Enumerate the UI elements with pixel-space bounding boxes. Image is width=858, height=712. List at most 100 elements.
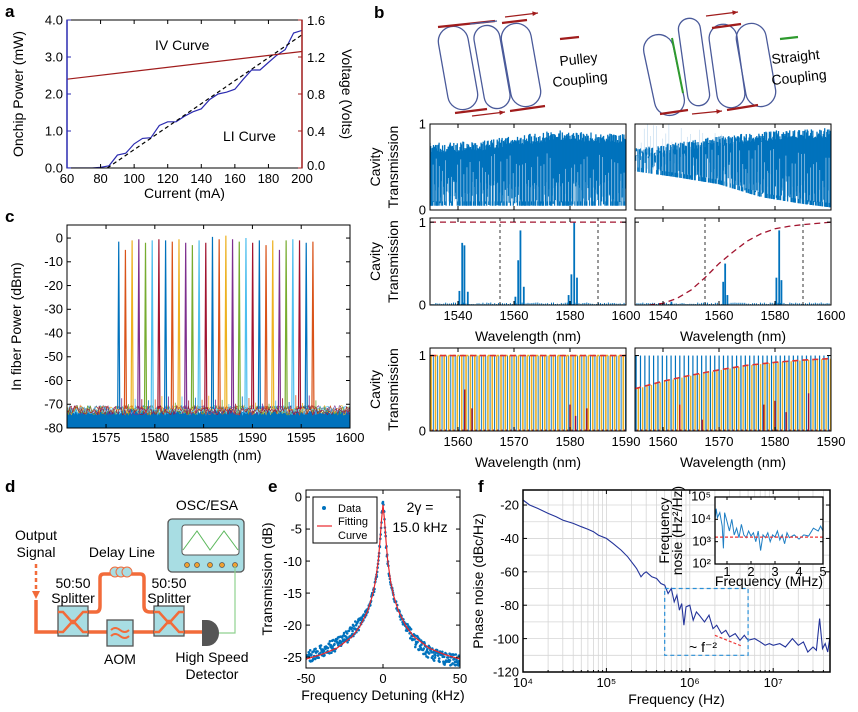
straight-label: Straight — [771, 46, 821, 67]
y2-tick-label: 0.0 — [307, 158, 325, 173]
straight-label: Coupling — [771, 66, 828, 88]
data-point — [330, 651, 333, 654]
data-point — [442, 655, 446, 659]
coupler-segment — [711, 22, 742, 30]
data-point — [328, 640, 332, 643]
coupler-segment — [509, 104, 546, 113]
input-arrow-head — [32, 591, 40, 599]
x-tick-label: 1540 — [649, 308, 678, 323]
plot-area — [306, 500, 460, 667]
plot-area — [635, 124, 831, 208]
ring-resonator — [473, 24, 511, 110]
x-tick-label: 1575 — [92, 430, 121, 445]
y-tick-label: 10³ — [692, 533, 711, 548]
detector-label: High Speed — [175, 649, 248, 665]
splitter2-ratio-label: 50:50 — [151, 575, 186, 591]
axes: 1575 1580 1585 1590 1595 1600 0 -10 -20 -30 -40 -50… — [8, 224, 365, 463]
y-tick-label: 0 — [419, 424, 426, 439]
y-axis-label: Transmission (dB) — [259, 522, 275, 635]
x-axis-label: Frequency Detuning (kHz) — [301, 687, 464, 703]
comb-line — [251, 242, 255, 410]
comb-line — [123, 249, 128, 410]
comb-line — [184, 242, 188, 410]
plot-area — [715, 508, 823, 551]
pulley-label: Coupling — [552, 68, 609, 90]
x-tick-label: 1560 — [649, 434, 678, 449]
data-point — [434, 653, 437, 657]
straight-legend-swatch — [779, 35, 799, 41]
ring-resonator — [735, 22, 777, 108]
legend-label-fit: Curve — [338, 530, 367, 542]
coupler-segment — [501, 18, 528, 25]
data-point — [414, 645, 417, 649]
x-tick-label: 1600 — [612, 308, 641, 323]
comb-line — [237, 241, 241, 410]
data-point — [431, 655, 435, 658]
legend-marker-data — [322, 506, 326, 510]
comb-line — [143, 242, 148, 410]
x-tick-label: 1 — [723, 564, 730, 579]
comb-line — [277, 249, 282, 410]
x-tick-label: 160 — [224, 171, 246, 186]
y-axis-label-line: Transmission — [385, 348, 401, 431]
plot-area — [430, 354, 626, 431]
aom-label: AOM — [104, 651, 136, 667]
photodetector — [202, 620, 219, 646]
data-point — [347, 629, 351, 633]
y-tick-label: 0 — [419, 203, 426, 218]
y-tick-label: -70 — [44, 397, 63, 412]
data-point — [332, 638, 335, 642]
data-point — [422, 647, 426, 650]
data-point — [313, 657, 317, 661]
x-tick-label: 1595 — [287, 430, 316, 445]
data-point — [356, 620, 360, 623]
panel-label-d: d — [5, 477, 15, 496]
axes: 0 1 Cavity Transmission — [367, 117, 627, 218]
splitter1-ratio-label: 50:50 — [55, 575, 90, 591]
comb-line — [271, 240, 275, 410]
data-point — [451, 662, 455, 665]
x-tick-label: 1570 — [500, 434, 529, 449]
x-tick-label: 1580 — [140, 430, 169, 445]
x-tick-label: 1590 — [817, 434, 846, 449]
data-point — [422, 652, 425, 656]
x-tick-label: 1600 — [336, 430, 365, 445]
axes-frame — [634, 217, 832, 306]
y2-axis-label: Voltage (Volts) — [339, 49, 355, 139]
x-tick-label: 1590 — [612, 434, 641, 449]
y-tick-label: -25 — [283, 650, 302, 665]
x-axis-label: Wavelength (nm) — [155, 447, 261, 463]
y-tick-label: -80 — [500, 598, 519, 613]
coupling-envelope — [648, 221, 831, 305]
ring-resonator — [500, 22, 542, 108]
data-point — [319, 644, 323, 647]
axes-frame — [66, 224, 351, 429]
x-axis-label: Wavelength (nm) — [680, 328, 786, 344]
x-tick-label: 180 — [258, 171, 280, 186]
y-tick-label: 3.0 — [45, 50, 63, 65]
frequency-noise-curve — [715, 508, 823, 551]
data-point — [326, 646, 330, 650]
y-tick-label: -10 — [283, 554, 302, 569]
x-tick-label: 1540 — [444, 308, 473, 323]
data-point — [338, 642, 341, 645]
data-point — [346, 641, 349, 644]
axes-frame — [634, 123, 832, 211]
bus-waveguide — [469, 20, 498, 25]
y-tick-label: -40 — [44, 325, 63, 340]
comb-line — [177, 239, 181, 410]
data-point — [452, 657, 456, 661]
x-tick-label: 1580 — [761, 434, 790, 449]
axes-frame — [429, 347, 627, 432]
y-tick-label: 1 — [419, 348, 426, 363]
comb-line — [244, 238, 248, 410]
data-point — [409, 637, 412, 640]
detector-cable — [219, 566, 236, 634]
data-point — [342, 631, 346, 635]
y-tick-label: -120 — [493, 665, 519, 680]
x-tick-label: 60 — [60, 171, 74, 186]
aom-wave-icon — [110, 627, 130, 639]
